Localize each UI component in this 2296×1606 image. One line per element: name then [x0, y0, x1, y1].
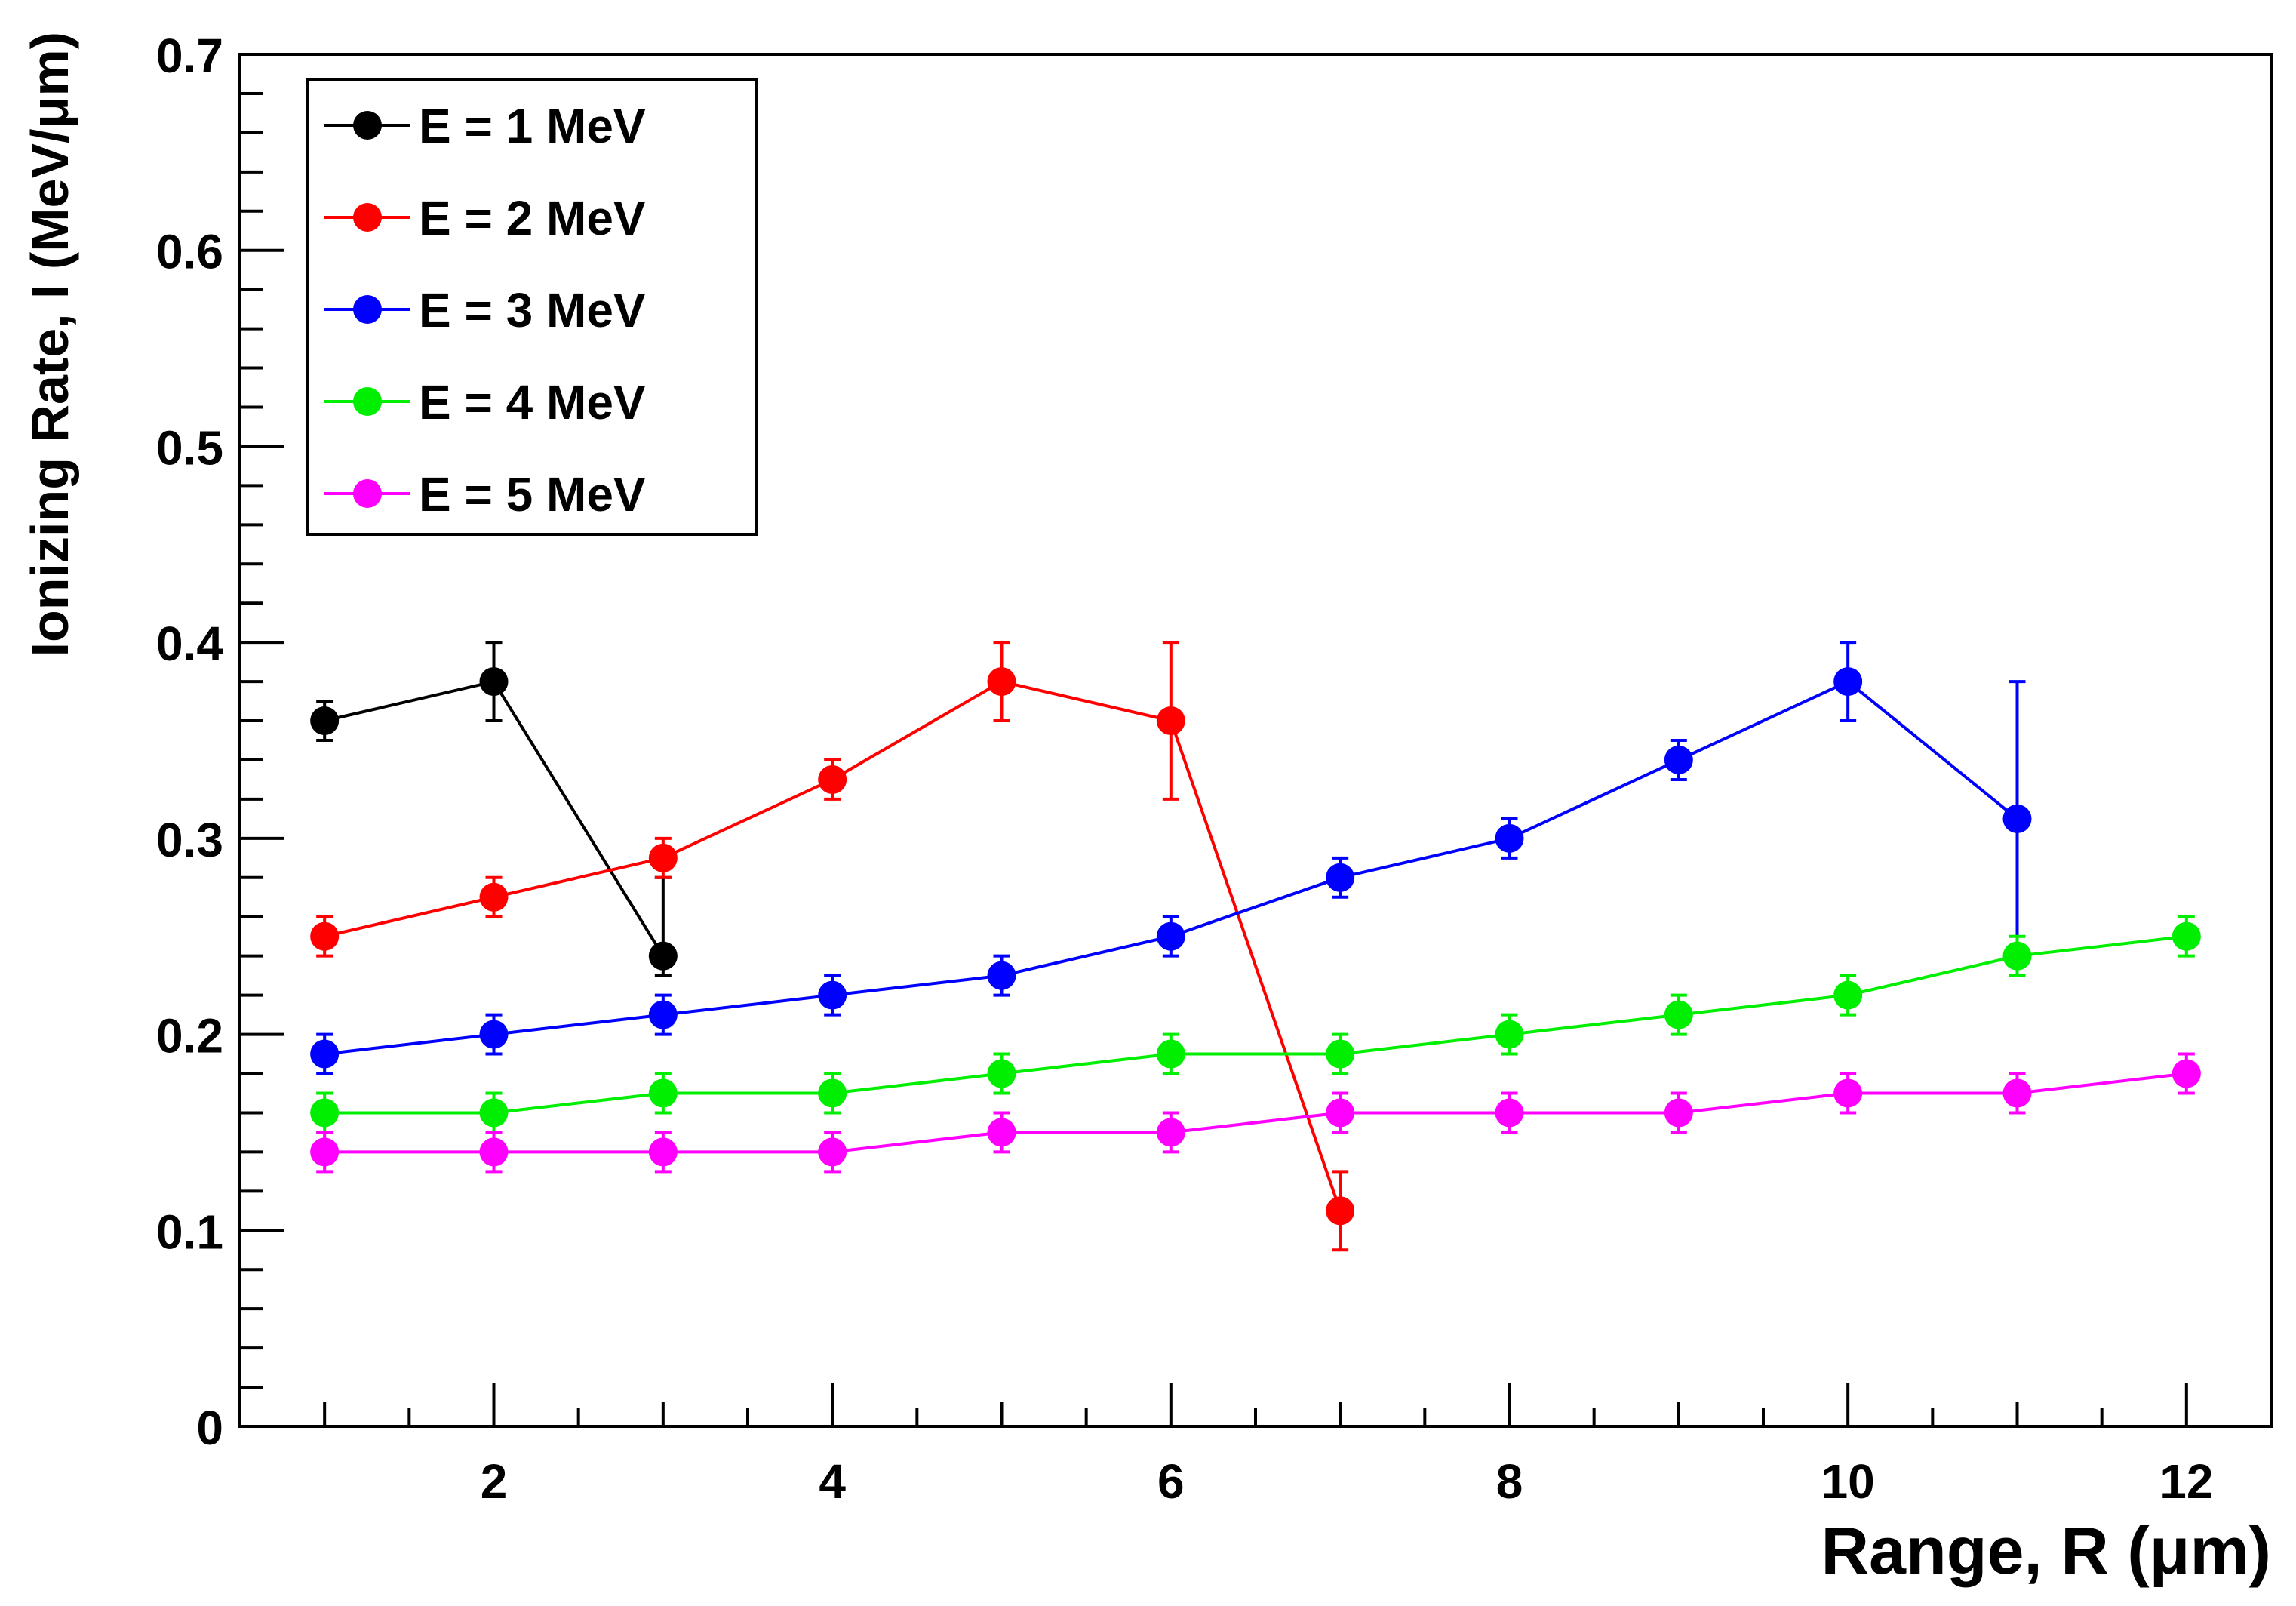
data-point: [1495, 823, 1524, 853]
legend-label: E = 2 MeV: [419, 191, 646, 245]
x-tick-label: 4: [819, 1454, 846, 1509]
data-point: [987, 961, 1016, 990]
data-point: [310, 1039, 340, 1069]
data-point: [1156, 921, 1185, 951]
x-tick-label: 12: [2159, 1454, 2213, 1509]
data-point: [1326, 1196, 1355, 1226]
data-point: [1156, 706, 1185, 736]
data-point: [818, 765, 847, 794]
data-point: [1156, 1039, 1185, 1069]
x-axis-label: Range, R (μm): [1821, 1513, 2271, 1588]
y-tick-label: 0.1: [156, 1204, 223, 1259]
y-axis-label: Ionizing Rate, I (MeV/μm): [20, 32, 79, 657]
y-tick-label: 0: [196, 1401, 223, 1455]
data-point: [648, 1078, 678, 1108]
legend-label: E = 3 MeV: [419, 283, 646, 337]
data-point: [2002, 804, 2032, 833]
y-tick-label: 0.6: [156, 225, 223, 279]
data-point: [310, 706, 340, 736]
data-point: [310, 921, 340, 951]
legend-box: [306, 78, 758, 536]
data-point: [310, 1137, 340, 1167]
legend-marker: [353, 479, 382, 508]
data-point: [479, 1020, 509, 1049]
data-point: [1156, 1118, 1185, 1147]
data-point: [1833, 667, 1863, 697]
data-point: [987, 1059, 1016, 1088]
y-tick-label: 0.2: [156, 1009, 223, 1063]
series-layer: [310, 641, 2201, 1252]
data-point: [2002, 941, 2032, 971]
y-tick-label: 0.4: [156, 617, 223, 671]
data-point: [479, 1098, 509, 1128]
data-point: [1326, 1039, 1355, 1069]
x-tick-label: 10: [1821, 1454, 1875, 1509]
data-point: [479, 882, 509, 912]
data-point: [1326, 863, 1355, 892]
data-point: [818, 1078, 847, 1108]
data-point: [648, 1137, 678, 1167]
legend-marker: [353, 203, 382, 232]
data-point: [1495, 1020, 1524, 1049]
data-point: [1495, 1098, 1524, 1128]
data-point: [310, 1098, 340, 1128]
data-point: [1664, 1000, 1693, 1029]
series-3: [310, 641, 2032, 1075]
series-line: [324, 1072, 2187, 1154]
data-point: [987, 1118, 1016, 1147]
y-tick-label: 0.7: [156, 29, 223, 83]
legend-label: E = 5 MeV: [419, 467, 646, 521]
data-point: [648, 1000, 678, 1029]
data-point: [2172, 1059, 2201, 1088]
data-point: [1664, 745, 1693, 774]
series-5: [310, 1052, 2201, 1174]
x-tick-label: 8: [1496, 1454, 1523, 1509]
data-point: [648, 941, 678, 971]
data-point: [2172, 921, 2201, 951]
data-point: [987, 667, 1016, 697]
axes-layer: 2 4 6 8 10 12 0 0.1 0.2 0.3 0.4 0.5 0.6 0.7: [156, 29, 2273, 1509]
x-tick-label: 2: [481, 1454, 508, 1509]
data-point: [818, 980, 847, 1010]
data-point: [1833, 1078, 1863, 1108]
y-tick-label: 0.5: [156, 420, 223, 475]
x-tick-label: 6: [1157, 1454, 1185, 1509]
data-point: [1664, 1098, 1693, 1128]
series-2: [310, 641, 1355, 1252]
data-point: [2002, 1078, 2032, 1108]
data-point: [818, 1137, 847, 1167]
series-4: [310, 915, 2201, 1134]
data-point: [1833, 980, 1863, 1010]
series-line: [324, 934, 2187, 1115]
y-tick-label: 0.3: [156, 813, 223, 867]
legend-marker: [353, 295, 382, 324]
legend-marker: [353, 387, 382, 416]
data-point: [1326, 1098, 1355, 1128]
legend-marker: [353, 111, 382, 140]
data-point: [479, 1137, 509, 1167]
legend-label: E = 1 MeV: [419, 99, 646, 153]
data-point: [479, 667, 509, 697]
legend-label: E = 4 MeV: [419, 375, 646, 429]
legend: E = 1 MeV E = 2 MeV E = 3 MeV E = 4 MeV E = …: [306, 78, 758, 536]
data-point: [648, 843, 678, 872]
